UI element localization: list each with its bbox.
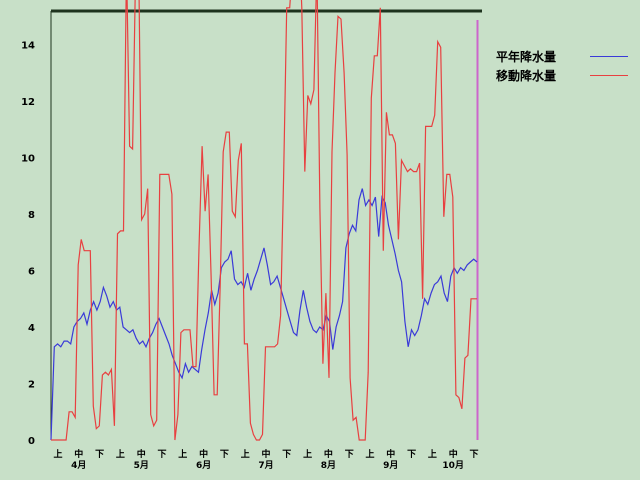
x-tick-label: 中 xyxy=(261,448,270,460)
x-tick-label: 中 xyxy=(199,448,208,460)
y-tick-label: 12 xyxy=(21,97,35,108)
x-tick-label: 上 xyxy=(428,448,437,460)
legend-item-normal: 平年降水量 xyxy=(496,48,636,66)
month-label: 4月 xyxy=(71,460,86,471)
x-tick-label: 上 xyxy=(365,448,374,460)
x-tick-label: 下 xyxy=(95,449,104,460)
x-tick-label: 上 xyxy=(303,448,312,460)
y-tick-label: 0 xyxy=(28,436,35,447)
x-tick-label: 下 xyxy=(220,449,229,460)
x-tick-label: 上 xyxy=(53,448,62,460)
series-normal-line xyxy=(50,188,478,441)
month-label: 9月 xyxy=(383,460,398,471)
x-tick-label: 中 xyxy=(324,448,333,460)
month-label: 5月 xyxy=(134,460,149,471)
x-tick-label: 中 xyxy=(137,448,146,460)
legend-label-moving: 移動降水量 xyxy=(496,69,557,83)
y-tick-label: 8 xyxy=(28,210,35,221)
month-label: 7月 xyxy=(258,460,273,471)
y-tick-label: 6 xyxy=(28,267,35,278)
x-tick-label: 中 xyxy=(74,448,83,460)
month-label: 10月 xyxy=(442,460,464,471)
x-tick-label: 下 xyxy=(469,449,478,460)
x-tick-label: 中 xyxy=(449,448,458,460)
y-tick-label: 2 xyxy=(28,380,35,391)
x-tick-label: 中 xyxy=(386,448,395,460)
x-tick-label: 上 xyxy=(116,448,125,460)
legend-label-normal: 平年降水量 xyxy=(496,50,557,64)
x-tick-label: 上 xyxy=(241,448,250,460)
y-tick-label: 14 xyxy=(21,41,35,52)
x-tick-label: 下 xyxy=(345,449,354,460)
x-tick-label: 下 xyxy=(407,449,416,460)
x-tick-label: 上 xyxy=(178,448,187,460)
month-label: 6月 xyxy=(196,460,211,471)
series-moving-line xyxy=(51,0,477,441)
legend-swatch-normal xyxy=(590,56,628,57)
y-tick-label: 10 xyxy=(21,154,35,165)
legend-swatch-moving xyxy=(590,75,628,76)
y-tick-label: 4 xyxy=(28,323,35,334)
x-tick-label: 下 xyxy=(157,449,166,460)
x-tick-label: 下 xyxy=(282,449,291,460)
month-label: 8月 xyxy=(321,460,336,471)
legend-item-moving: 移動降水量 xyxy=(496,67,636,85)
